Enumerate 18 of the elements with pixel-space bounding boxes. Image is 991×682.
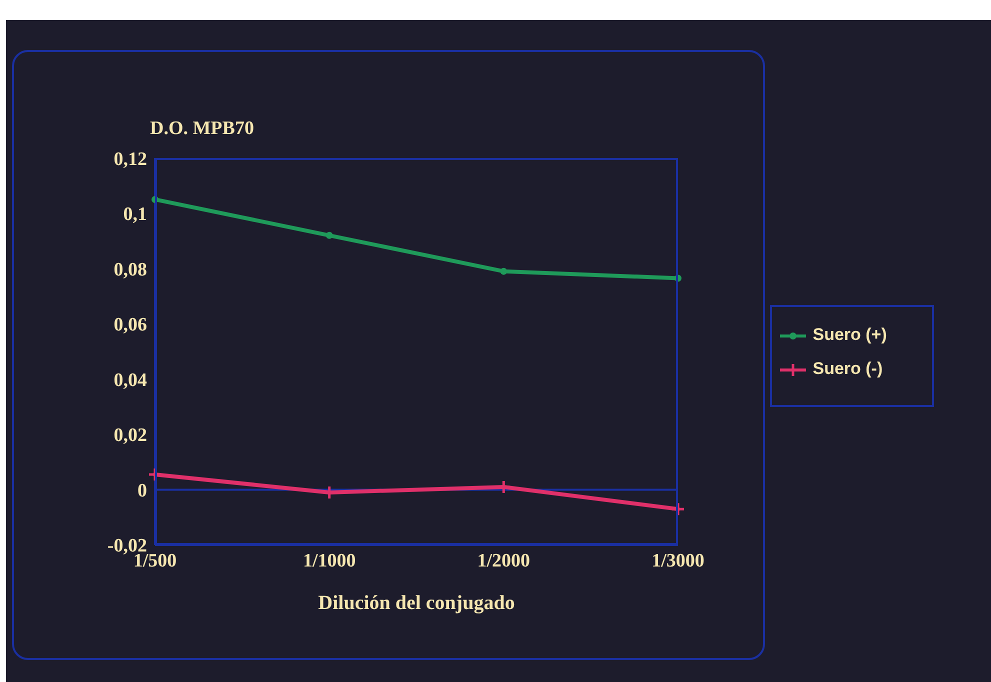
x-tick-label: 1/1000 [302,550,356,572]
point [500,268,508,275]
y-tick-label: 0,08 [114,259,147,280]
y-tick-label: 0,04 [114,370,148,391]
y-tick-label: 0 [138,480,147,502]
y-tick-label: 0,1 [123,204,147,226]
y-axis-title: D.O. MPB70 [150,118,254,140]
y-tick-label: 0,02 [114,425,147,446]
x-tick-label: 1/2000 [477,550,530,572]
x-tick-label: 1/3000 [652,550,704,572]
point [670,502,686,516]
point [326,232,333,239]
point [148,467,162,482]
x-axis-title: Dilución del conjugado [317,592,516,615]
legend-label: Suero (+) [812,325,888,345]
y-tick-label: 0,06 [114,314,147,336]
y-tick-label: 0,12 [114,148,147,170]
legend-label: Suero (-) [812,359,884,379]
